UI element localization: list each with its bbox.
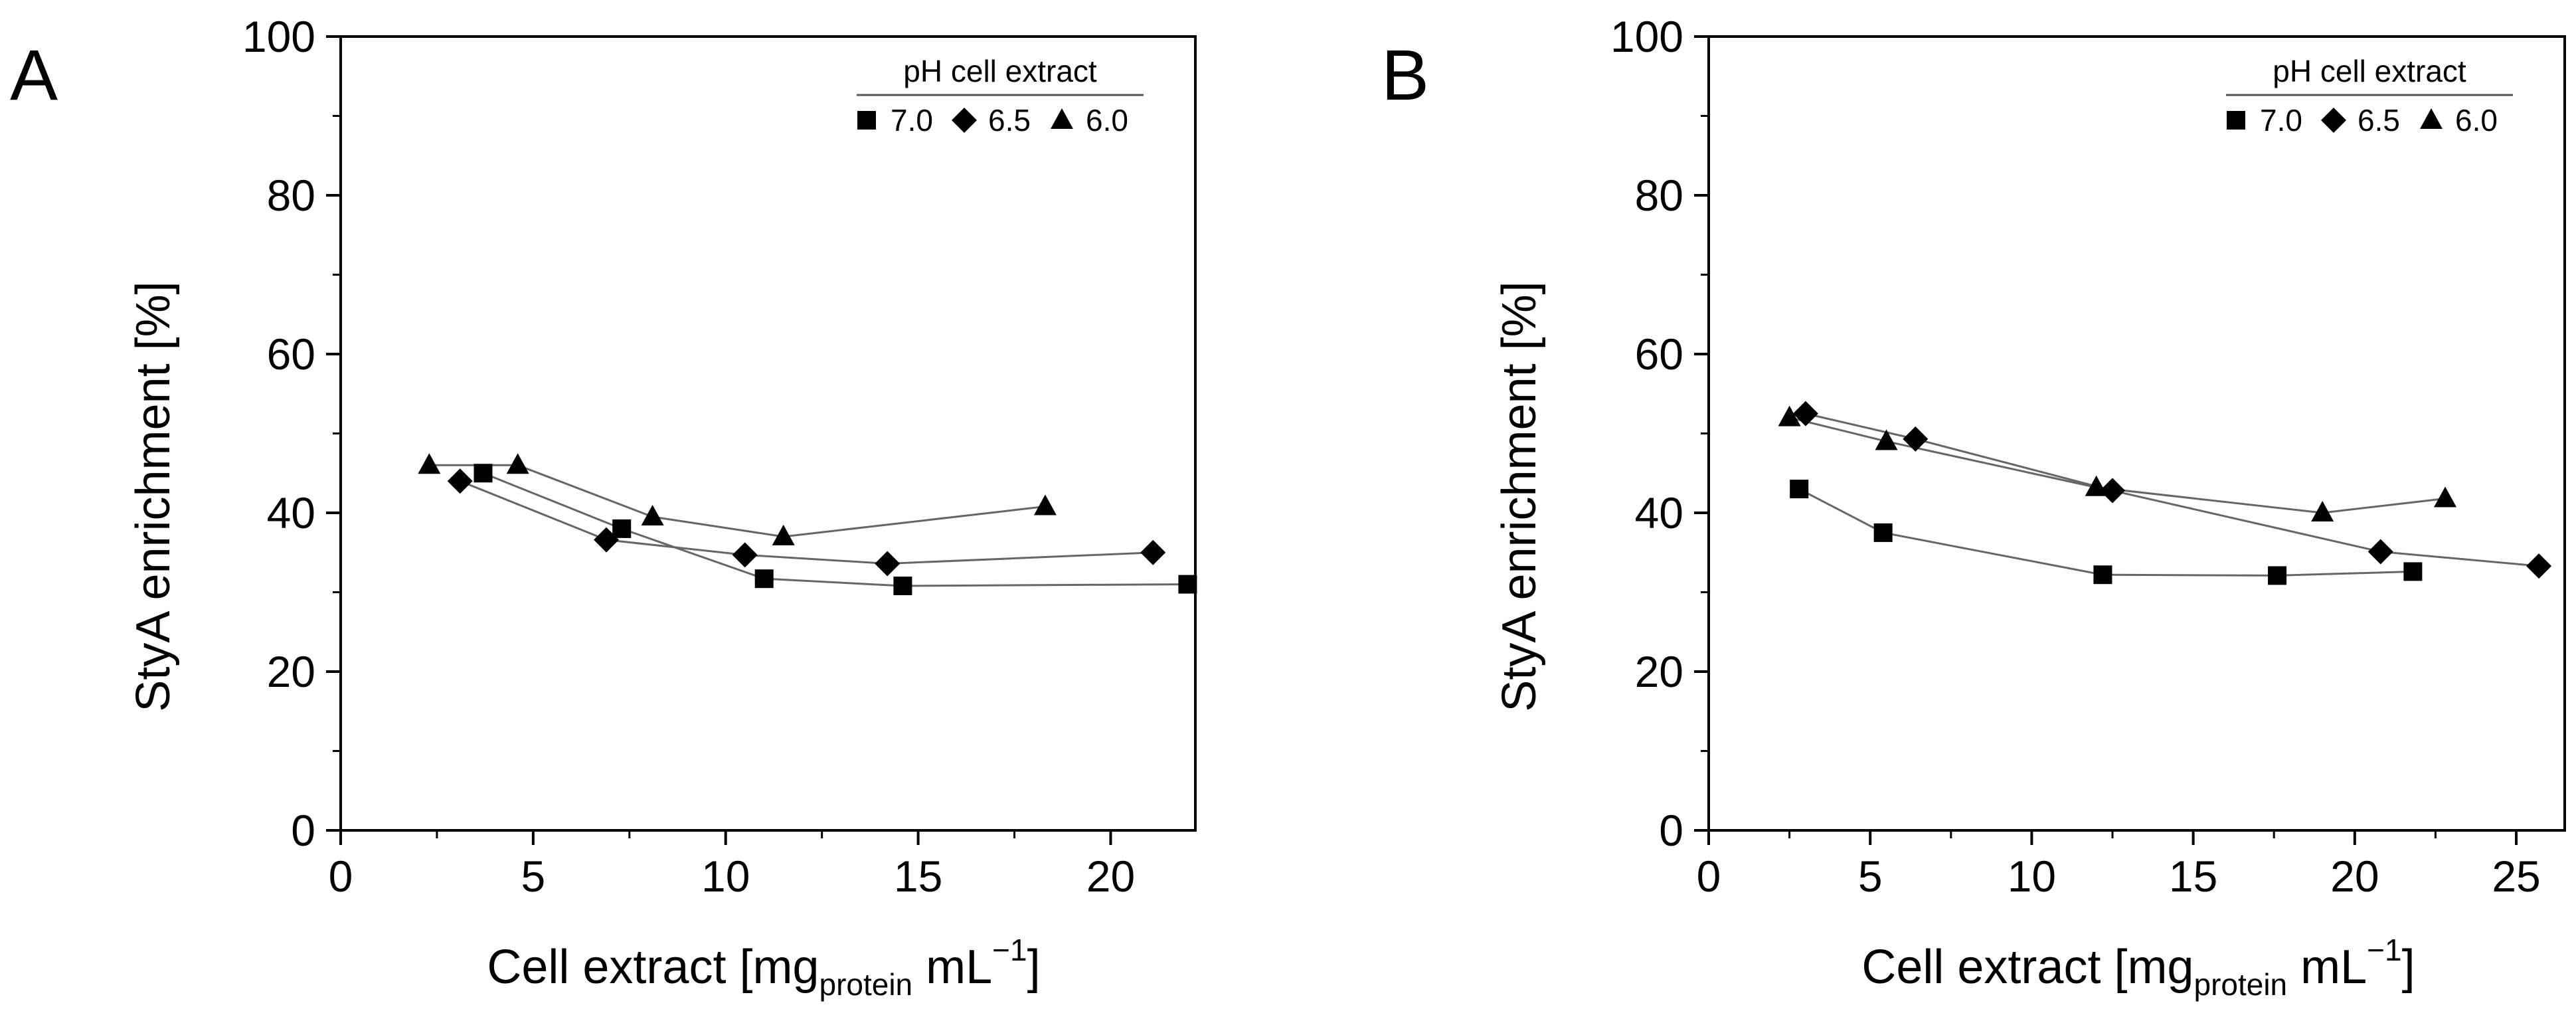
panel-label: A bbox=[10, 35, 58, 115]
data-point-diamond bbox=[2367, 539, 2393, 565]
legend: pH cell extract 7.0 6.5 6.0 bbox=[2226, 54, 2513, 138]
y-axis-title: StyA enrichment [%] bbox=[127, 281, 180, 711]
data-point-triangle bbox=[641, 504, 664, 525]
legend-label: 6.5 bbox=[2358, 103, 2400, 138]
data-point-square bbox=[893, 576, 912, 595]
legend-marker-triangle bbox=[1051, 108, 1073, 129]
x-axis-title: Cell extract [mgprotein mL−1] bbox=[1861, 933, 2415, 1002]
y-tick-label: 80 bbox=[1635, 171, 1683, 220]
panel-b: B 0 20 40 60 80 100 0 5 10 15 20 25 StyA enrichment [… bbox=[1381, 12, 2566, 1002]
x-axis-unit-bracket: ] bbox=[1027, 941, 1041, 994]
plot-frame bbox=[1707, 35, 2566, 832]
x-axis-unit-mg: [mg bbox=[739, 941, 819, 994]
legend-label: 6.5 bbox=[988, 103, 1031, 138]
data-point-square bbox=[1790, 480, 1809, 499]
x-tick-label: 5 bbox=[1858, 852, 1883, 901]
legend-marker-diamond bbox=[2321, 108, 2346, 133]
y-tick-label: 0 bbox=[291, 806, 315, 855]
x-tick-label: 20 bbox=[2330, 852, 2379, 901]
data-point-diamond bbox=[1903, 426, 1929, 452]
y-tick-label: 0 bbox=[1659, 806, 1683, 855]
y-tick-label: 20 bbox=[267, 647, 315, 696]
x-axis-unit-subscript: protein bbox=[2193, 967, 2287, 1002]
x-tick-label: 10 bbox=[701, 852, 750, 901]
data-point-triangle bbox=[506, 453, 529, 474]
legend-label: 6.0 bbox=[1086, 103, 1128, 138]
data-point-diamond bbox=[2100, 478, 2126, 504]
x-tick-label: 15 bbox=[894, 852, 942, 901]
x-tick-label: 10 bbox=[2008, 852, 2056, 901]
x-tick-label: 0 bbox=[329, 852, 353, 901]
data-point-diamond bbox=[1792, 401, 1818, 426]
legend-marker-square bbox=[2227, 111, 2245, 130]
x-axis-unit-bracket: ] bbox=[2402, 941, 2415, 994]
x-axis-unit-subscript: protein bbox=[819, 967, 912, 1002]
x-tick-label: 25 bbox=[2492, 852, 2540, 901]
data-point-diamond bbox=[732, 542, 758, 568]
data-point-square bbox=[473, 464, 493, 483]
x-axis-title: Cell extract [mgprotein mL−1] bbox=[487, 933, 1040, 1002]
data-point-triangle bbox=[2434, 486, 2457, 508]
x-tick-label: 0 bbox=[1697, 852, 1721, 901]
x-axis-unit-mg: [mg bbox=[2114, 941, 2193, 994]
x-tick-label: 5 bbox=[521, 852, 546, 901]
data-point-triangle bbox=[1778, 405, 1801, 426]
legend-label: 7.0 bbox=[891, 103, 933, 138]
data-point-triangle bbox=[1875, 429, 1898, 450]
y-tick-label: 100 bbox=[242, 12, 315, 61]
data-point-diamond bbox=[2526, 553, 2552, 579]
data-point-triangle bbox=[2085, 475, 2108, 496]
x-axis-unit-superscript: −1 bbox=[2367, 933, 2401, 967]
data-point-square bbox=[2403, 562, 2423, 581]
legend-marker-triangle bbox=[2420, 108, 2443, 129]
data-point-square bbox=[2268, 566, 2287, 585]
x-tick-label: 20 bbox=[1086, 852, 1135, 901]
y-tick-label: 60 bbox=[1635, 329, 1683, 379]
data-point-triangle bbox=[1033, 494, 1057, 515]
panel-label: B bbox=[1381, 35, 1429, 115]
x-axis-unit-ml: mL bbox=[2287, 941, 2367, 994]
series-line-diamond bbox=[460, 480, 1154, 565]
data-point-square bbox=[612, 519, 632, 538]
data-point-triangle bbox=[2311, 501, 2334, 521]
x-axis-title-main: Cell extract bbox=[1861, 941, 2114, 994]
data-point-square bbox=[2093, 565, 2112, 585]
x-tick-label: 15 bbox=[2169, 852, 2217, 901]
y-tick-label: 40 bbox=[1635, 488, 1683, 537]
legend-label: 6.0 bbox=[2455, 103, 2498, 138]
legend-title: pH cell extract bbox=[2273, 54, 2466, 88]
data-point-diamond bbox=[447, 468, 473, 494]
x-axis-unit-superscript: −1 bbox=[992, 933, 1027, 967]
legend-marker-diamond bbox=[952, 108, 977, 133]
y-tick-label: 100 bbox=[1610, 12, 1683, 61]
legend: pH cell extract 7.0 6.5 6.0 bbox=[857, 54, 1144, 138]
y-tick-label: 80 bbox=[267, 171, 315, 220]
data-point-triangle bbox=[418, 453, 441, 474]
data-point-square bbox=[1873, 523, 1893, 542]
series-line-square bbox=[482, 472, 1188, 587]
data-point-square bbox=[754, 569, 774, 589]
legend-marker-square bbox=[857, 111, 876, 130]
y-tick-label: 20 bbox=[1635, 647, 1683, 696]
legend-label: 7.0 bbox=[2260, 103, 2302, 138]
y-tick-label: 60 bbox=[267, 329, 315, 379]
legend-title: pH cell extract bbox=[903, 54, 1097, 88]
y-tick-label: 40 bbox=[267, 488, 315, 537]
data-point-diamond bbox=[594, 527, 620, 553]
data-point-diamond bbox=[875, 551, 901, 577]
panel-a: A 0 20 40 60 80 100 0 5 10 15 20 StyA enrichment [%]… bbox=[10, 12, 1197, 1002]
plot-frame bbox=[339, 35, 1197, 832]
data-point-square bbox=[1178, 575, 1197, 594]
data-point-diamond bbox=[1140, 539, 1166, 565]
x-axis-unit-ml: mL bbox=[912, 941, 992, 994]
data-point-triangle bbox=[772, 524, 795, 545]
x-axis-title-main: Cell extract bbox=[487, 941, 739, 994]
y-axis-title: StyA enrichment [%] bbox=[1493, 281, 1546, 711]
series-line-triangle bbox=[429, 464, 1046, 538]
